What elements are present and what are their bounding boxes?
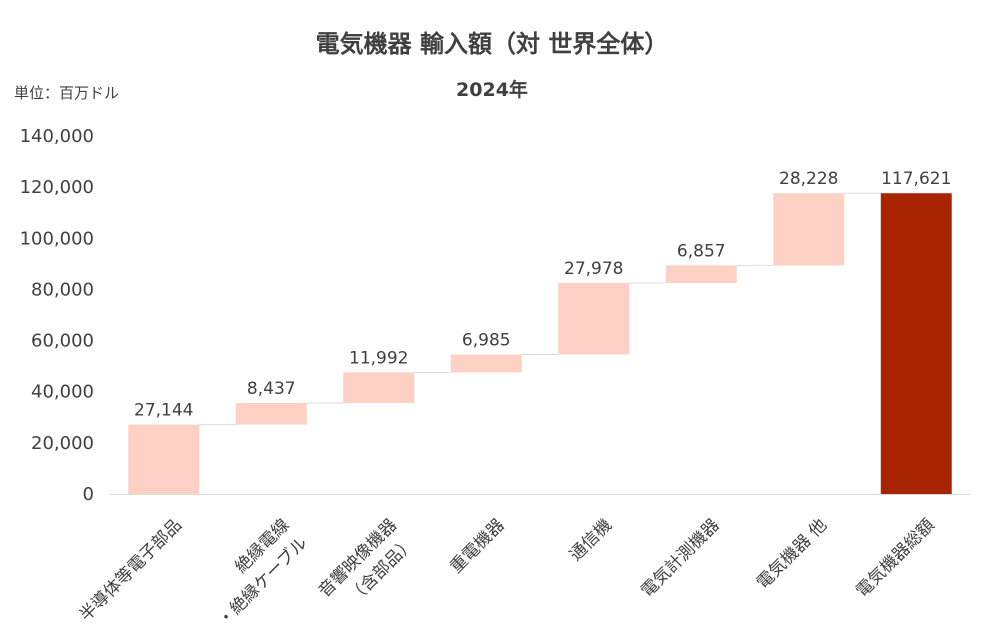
- data-label: 27,144: [134, 401, 193, 421]
- x-tick-label: 音響映像機器（含部品）: [315, 515, 419, 619]
- y-tick-label: 140,000: [20, 126, 94, 147]
- bar-increment: [665, 265, 737, 283]
- data-label: 28,228: [779, 169, 838, 189]
- unit-label: 単位：百万ドル: [14, 84, 119, 102]
- bar-increment: [128, 424, 200, 494]
- x-tick-label: 半導体等電子部品: [76, 515, 186, 625]
- data-label: 6,857: [677, 241, 726, 261]
- x-tick-label: 電気機器 他: [753, 515, 831, 593]
- connector-lines: [199, 192, 881, 426]
- y-tick-label: 100,000: [20, 228, 94, 249]
- bar-increment: [343, 372, 415, 404]
- y-tick-label: 60,000: [31, 331, 94, 352]
- y-tick-label: 80,000: [31, 279, 94, 300]
- data-label: 11,992: [349, 348, 408, 368]
- data-label: 6,985: [462, 330, 511, 350]
- y-tick-label: 40,000: [31, 382, 94, 403]
- data-labels: 27,144 8,437 11,992 6,985 27,978 6,857 28,228 1…: [134, 169, 951, 420]
- bar-increment: [450, 354, 522, 373]
- bar-increment: [773, 193, 845, 266]
- bar-total: [880, 193, 952, 494]
- bar-increment: [235, 403, 307, 425]
- data-label: 117,621: [881, 169, 951, 189]
- bar-increment: [558, 282, 630, 355]
- y-tick-label: 0: [83, 484, 94, 505]
- bars: [128, 193, 952, 494]
- y-tick-label: 120,000: [20, 177, 94, 198]
- y-axis: 0 20,000 40,000 60,000 80,000 100,000 120,000 1…: [20, 126, 94, 505]
- y-tick-label: 20,000: [31, 433, 94, 454]
- chart-title: 電気機器 輸入額（対 世界全体）: [316, 30, 669, 58]
- x-tick-label: 絶縁電線・絶縁ケーブル: [196, 515, 312, 631]
- x-tick-label: 電気機器総額: [852, 515, 938, 601]
- x-tick-label: 重電機器: [446, 515, 508, 577]
- x-axis: 半導体等電子部品 絶縁電線・絶縁ケーブル 音響映像機器（含部品） 重電機器 通信機 電気計…: [76, 515, 939, 631]
- data-label: 8,437: [247, 379, 296, 399]
- x-tick-label: 電気計測機器: [637, 515, 723, 601]
- chart-subtitle: 2024年: [456, 78, 528, 101]
- x-tick-label: 通信機: [566, 515, 616, 565]
- data-label: 27,978: [564, 259, 623, 279]
